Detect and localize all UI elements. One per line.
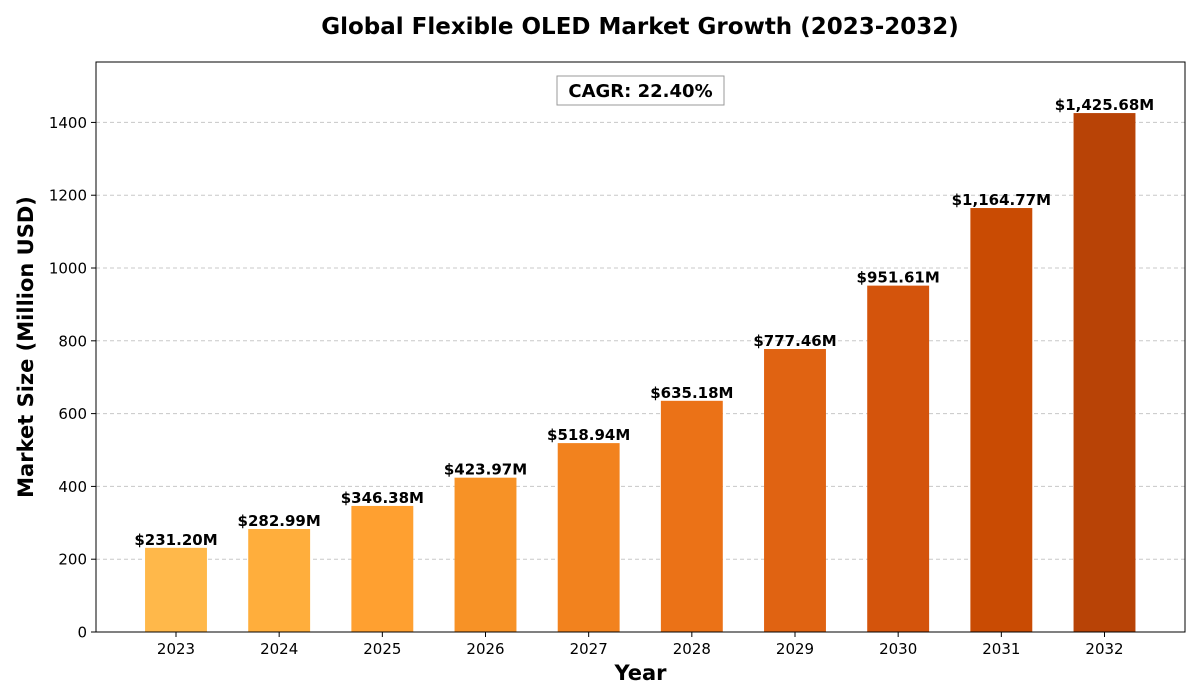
- bar-2024: [248, 528, 311, 632]
- chart-title: Global Flexible OLED Market Growth (2023…: [321, 14, 959, 40]
- bar-2028: [660, 400, 723, 632]
- y-tick-label: 400: [58, 478, 87, 496]
- cagr-text: CAGR: 22.40%: [568, 81, 712, 102]
- y-tick-label: 1400: [49, 114, 87, 132]
- cagr-annotation: CAGR: 22.40%: [556, 75, 725, 106]
- bar-2023: [145, 547, 207, 632]
- y-tick-label: 0: [77, 624, 87, 642]
- y-tick-label: 1000: [49, 260, 87, 278]
- x-tick-label-2031: 2031: [982, 640, 1020, 658]
- data-label-2030: $951.61M: [857, 269, 940, 287]
- data-label-2028: $635.18M: [650, 384, 733, 402]
- data-label-2032: $1,425.68M: [1055, 96, 1154, 114]
- x-tick-label-2027: 2027: [570, 640, 608, 658]
- y-axis-label: Market Size (Million USD): [14, 196, 38, 498]
- x-ticks: 2023 2024 2025 2026 2027 2028 2029 2030 2031 2032: [157, 632, 1124, 658]
- data-label-2029: $777.46M: [753, 332, 836, 350]
- cagr-box: [556, 75, 725, 106]
- bars: [145, 113, 1136, 632]
- x-tick-label-2025: 2025: [363, 640, 401, 658]
- x-tick-label-2024: 2024: [260, 640, 298, 658]
- bar-2031: [970, 208, 1033, 632]
- bar-2026: [454, 477, 517, 632]
- data-labels: $231.20M $282.99M $346.38M $423.97M $518.94M…: [134, 96, 1154, 549]
- x-tick-label-2032: 2032: [1085, 640, 1123, 658]
- x-tick-label-2028: 2028: [673, 640, 711, 658]
- x-tick-label-2026: 2026: [466, 640, 504, 658]
- plot-frame: [95, 61, 1186, 633]
- y-tick-label: 200: [58, 551, 87, 569]
- x-axis-label: Year: [613, 661, 667, 685]
- y-ticks: 0 200 400 600 800 1000 1200 1400: [49, 114, 96, 642]
- bar-2029: [764, 349, 826, 632]
- bar-2030: [867, 285, 930, 632]
- y-tick-label: 1200: [49, 187, 87, 205]
- data-label-2025: $346.38M: [341, 489, 424, 507]
- data-label-2031: $1,164.77M: [952, 191, 1051, 209]
- data-label-2026: $423.97M: [444, 461, 527, 479]
- bar-2032: [1073, 113, 1136, 632]
- data-label-2023: $231.20M: [134, 531, 217, 549]
- bar-2027: [557, 443, 620, 632]
- x-tick-label-2030: 2030: [879, 640, 917, 658]
- x-tick-label-2029: 2029: [776, 640, 814, 658]
- data-label-2024: $282.99M: [238, 512, 321, 530]
- y-tick-label: 600: [58, 405, 87, 423]
- y-tick-label: 800: [58, 332, 87, 350]
- data-label-2027: $518.94M: [547, 426, 630, 444]
- bar-2025: [351, 505, 414, 632]
- x-tick-label-2023: 2023: [157, 640, 195, 658]
